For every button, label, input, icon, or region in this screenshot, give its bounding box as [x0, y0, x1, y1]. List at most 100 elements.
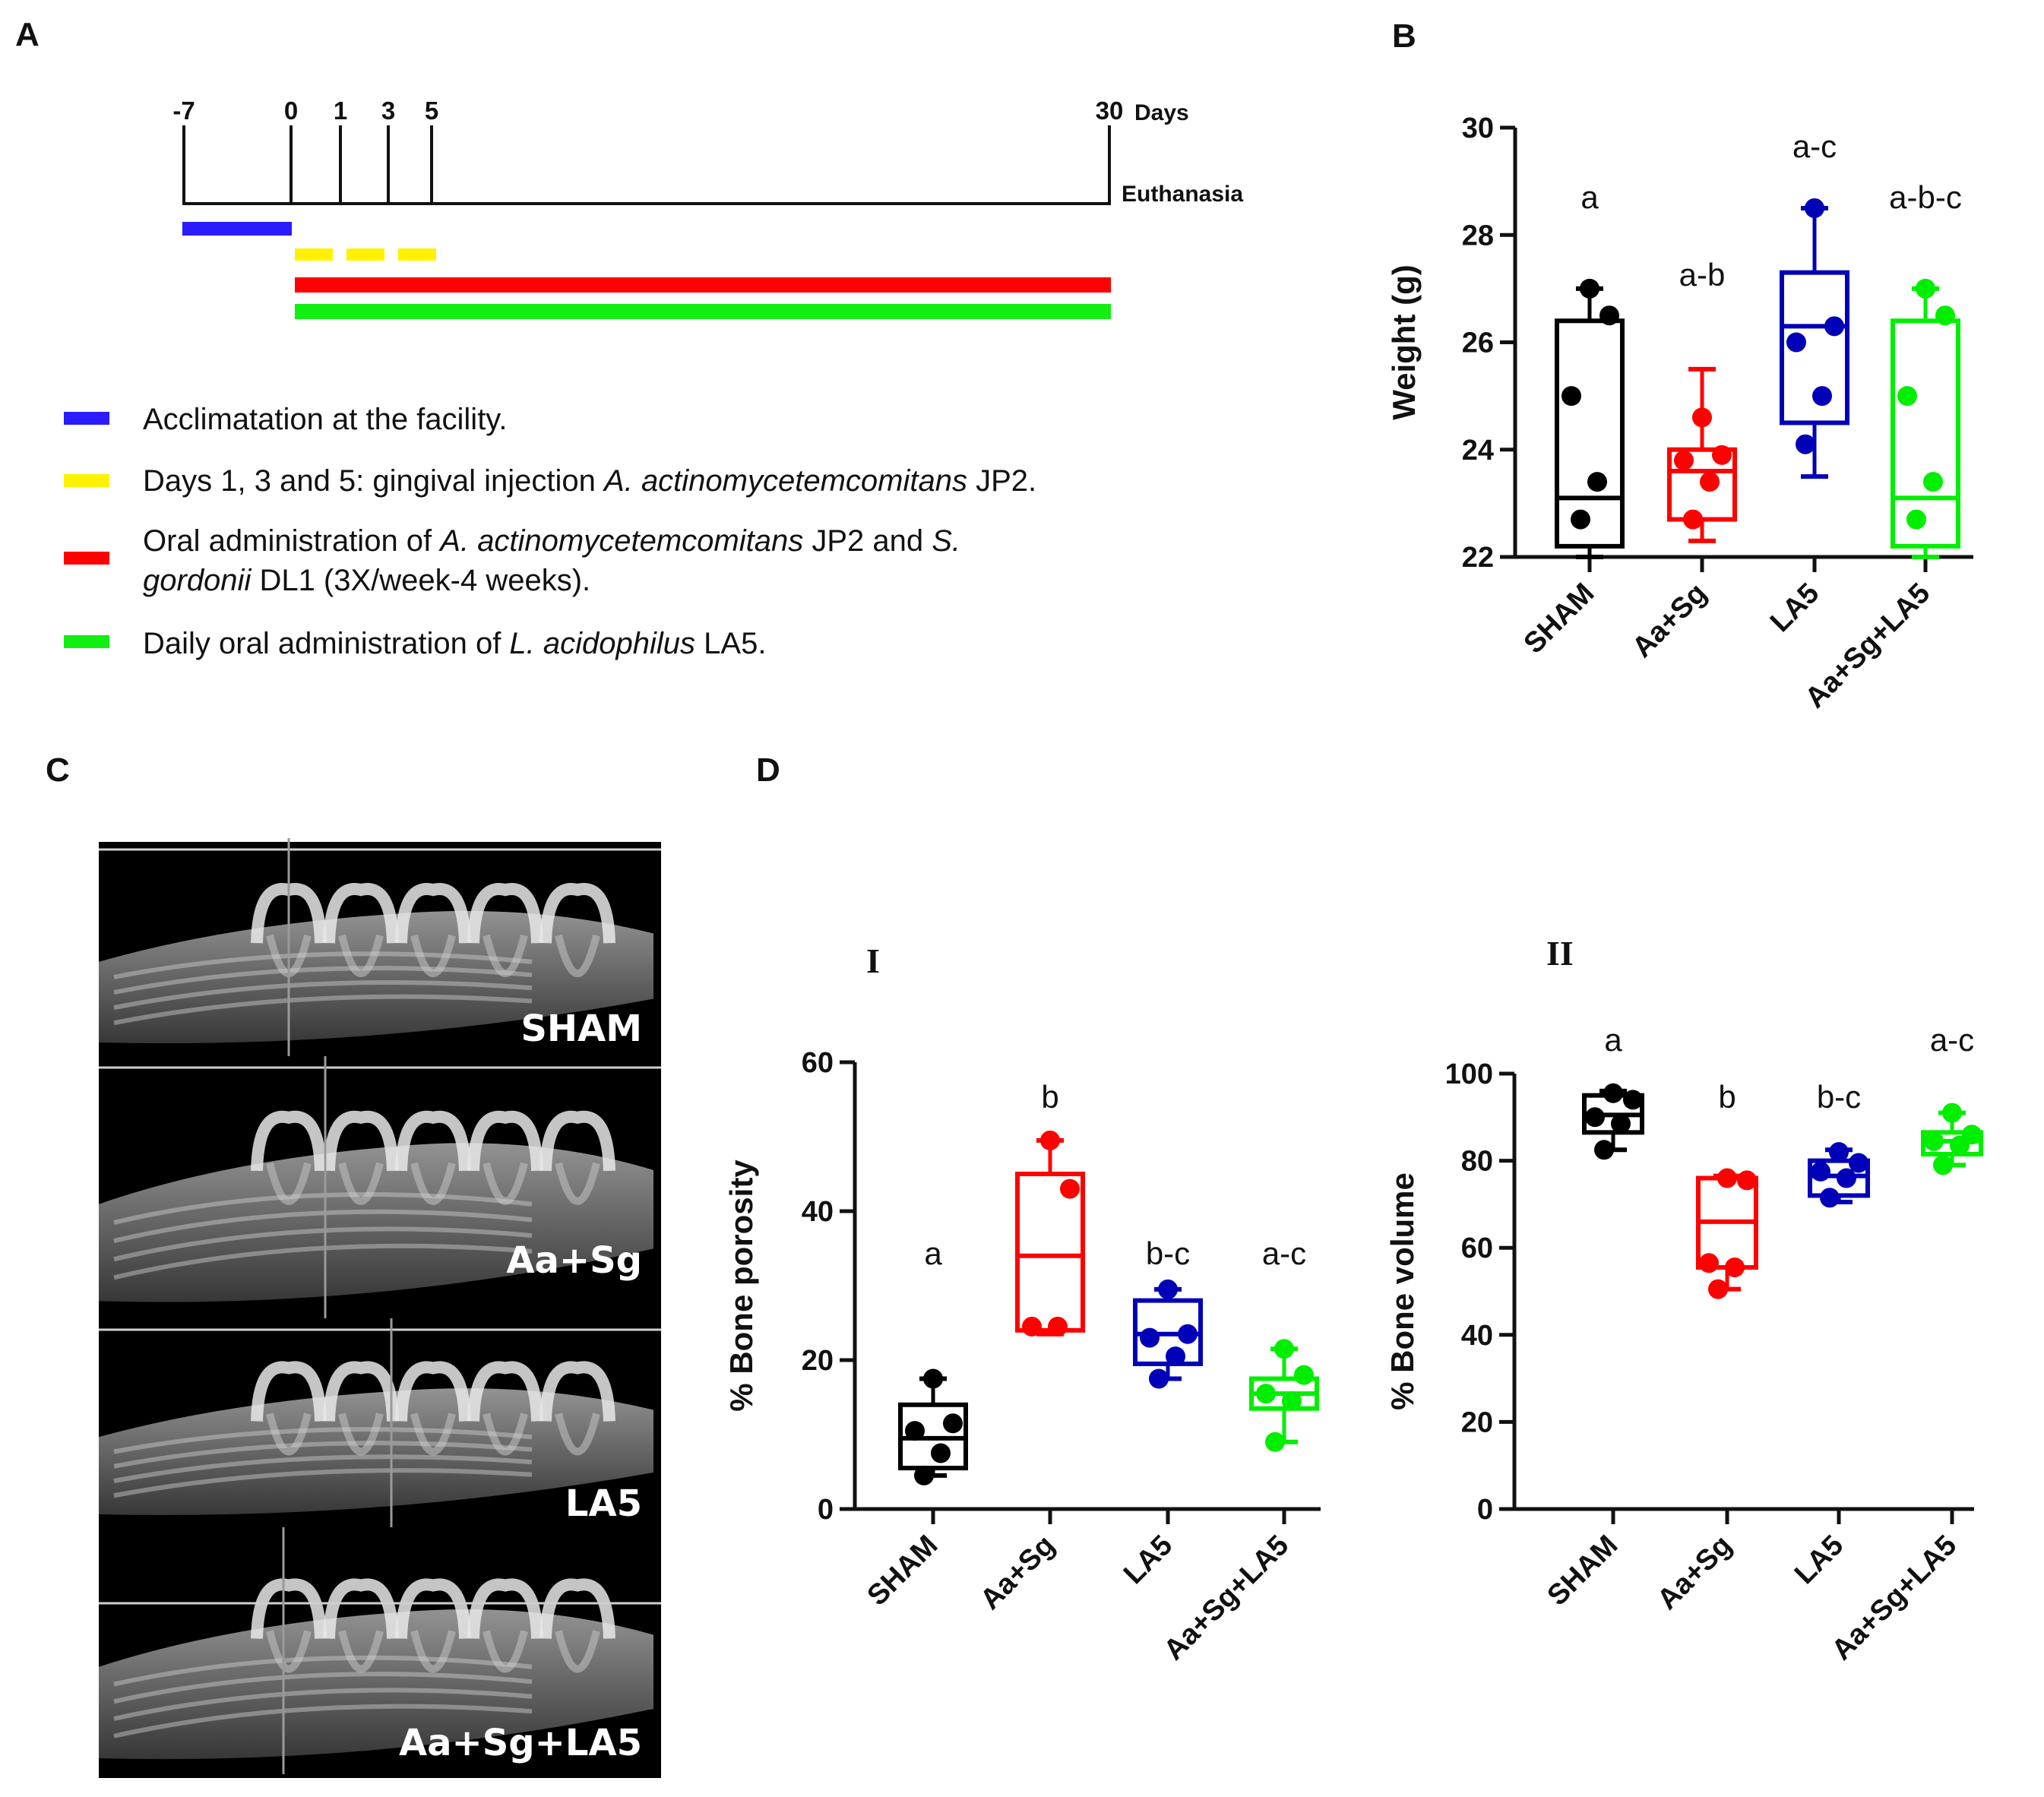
panel-letter-b: B	[1392, 17, 1416, 55]
data-point	[1837, 1168, 1856, 1188]
data-point	[1692, 407, 1712, 428]
data-point	[1700, 472, 1720, 492]
ct-slice-0: SHAM	[99, 838, 661, 1056]
significance-label: a	[1580, 179, 1599, 215]
data-point	[1623, 1090, 1643, 1110]
timeline-bar-green	[295, 304, 1111, 319]
significance-label: b-c	[1146, 1235, 1190, 1271]
data-point	[1737, 1170, 1757, 1191]
box-iqr	[1555, 318, 1625, 549]
data-point	[1166, 1346, 1185, 1367]
data-point	[1149, 1368, 1169, 1389]
ct-trabecula	[113, 1704, 533, 1738]
data-point	[1699, 1253, 1719, 1273]
data-point	[1060, 1178, 1080, 1199]
category-label: LA5	[1789, 1530, 1849, 1590]
ct-tooth-root	[338, 1413, 384, 1456]
data-point	[1935, 305, 1955, 326]
ct-tooth-crown	[395, 1361, 471, 1422]
data-point	[1916, 278, 1935, 299]
ct-tooth-crown	[467, 883, 543, 944]
data-point	[1824, 316, 1844, 337]
ct-tooth-crown	[323, 1361, 399, 1422]
ct-label-0: SHAM	[520, 1008, 642, 1050]
ct-label-3: Aa+Sg+LA5	[399, 1722, 642, 1764]
ct-trabecula	[113, 951, 533, 979]
ct-tooth-crown	[467, 1361, 543, 1422]
data-point	[1594, 1140, 1614, 1160]
data-point	[1282, 1390, 1302, 1411]
box-iqr	[1891, 318, 1960, 549]
ct-label-1: Aa+Sg	[506, 1239, 642, 1282]
ct-tooth-root	[338, 1162, 384, 1205]
ct-trabecula	[113, 1209, 533, 1243]
data-point	[1786, 332, 1806, 353]
category-label: LA5	[1118, 1530, 1179, 1590]
y-tick-label: 20	[802, 1345, 834, 1377]
data-point	[1942, 1103, 1962, 1123]
y-axis-label: Weight (g)	[1386, 264, 1422, 420]
ct-trabecula	[113, 1672, 533, 1704]
ct-tooth-crown	[467, 1578, 543, 1639]
data-point	[1712, 445, 1732, 465]
ct-slice-3: Aa+Sg+LA5	[99, 1527, 661, 1774]
ct-tooth-root	[410, 1413, 456, 1456]
ct-tooth-root	[555, 1413, 600, 1456]
ct-bone-mass	[99, 1609, 653, 1760]
data-point	[1906, 509, 1926, 530]
data-point	[1924, 1131, 1944, 1151]
ct-tooth-crown	[323, 1578, 399, 1639]
timeline-label-1: 1	[334, 96, 347, 125]
ct-tooth-crown	[467, 1110, 543, 1172]
ct-trabecula	[113, 1243, 533, 1280]
y-tick-label: 60	[802, 1047, 834, 1079]
ct-trabecula	[113, 1441, 533, 1469]
significance-label: a-c	[1930, 1022, 1974, 1058]
ct-tooth-root	[555, 934, 600, 977]
data-point	[1048, 1316, 1068, 1337]
timeline-bar-yellow-2	[346, 248, 384, 261]
ct-tooth-crown	[539, 1110, 615, 1172]
data-point	[1725, 1257, 1745, 1277]
data-point	[1829, 1142, 1849, 1163]
panel-letter-c: C	[46, 751, 70, 789]
data-point	[1585, 1107, 1605, 1128]
data-point	[1812, 386, 1832, 407]
data-point	[1611, 1113, 1631, 1134]
ct-tooth-crown	[251, 1110, 327, 1172]
ct-trabecula	[113, 1655, 533, 1687]
data-point	[1274, 1339, 1294, 1359]
data-point	[1805, 198, 1824, 218]
timeline-euthanasia-label: Euthanasia	[1122, 182, 1243, 207]
ct-tooth-root	[410, 934, 456, 977]
y-tick-label: 40	[802, 1196, 834, 1228]
data-point	[931, 1443, 951, 1463]
panel-letter-d: D	[756, 751, 780, 789]
ct-tooth-crown	[395, 883, 471, 944]
timeline-bar-yellow-3	[398, 248, 436, 261]
significance-label: b	[1041, 1079, 1058, 1115]
data-point	[1811, 1161, 1830, 1182]
significance-label: a-c	[1262, 1235, 1306, 1271]
data-point	[1683, 509, 1703, 530]
y-tick-label: 0	[818, 1494, 834, 1526]
data-point	[1897, 386, 1917, 407]
ct-tooth-crown	[323, 1110, 399, 1172]
y-tick-label: 0	[1477, 1494, 1493, 1526]
box-iqr	[1780, 270, 1849, 426]
y-tick-label: 28	[1462, 220, 1494, 252]
ct-bone-mass	[99, 1388, 653, 1515]
y-tick-label: 60	[1461, 1232, 1493, 1264]
ct-tooth-root	[483, 1162, 528, 1205]
significance-label: a	[924, 1235, 942, 1271]
y-tick-label: 20	[1461, 1406, 1493, 1438]
ct-trabecula	[113, 994, 533, 1026]
legend-red-text-line2: gordonii DL1 (3X/week-4 weeks).	[143, 564, 590, 597]
micro-ct-images: SHAM Aa+Sg LA5 Aa+Sg+LA5	[99, 838, 661, 1778]
data-point	[905, 1421, 925, 1441]
ct-slice-1: Aa+Sg	[99, 1056, 661, 1318]
ct-tooth-root	[410, 1162, 456, 1205]
ct-tooth-root	[338, 934, 384, 977]
y-axis-label: % Bone volume	[1384, 1172, 1420, 1410]
